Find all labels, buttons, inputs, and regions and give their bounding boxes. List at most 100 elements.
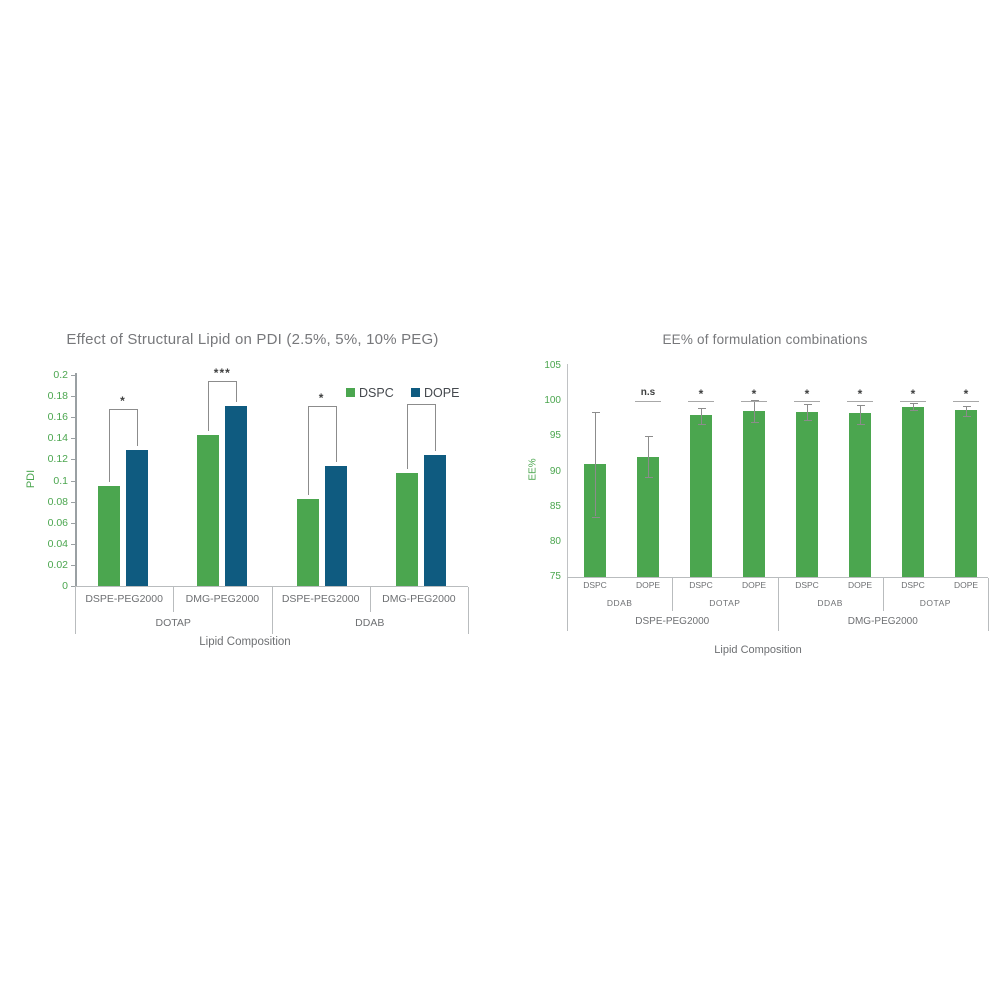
ee-peg-label: DMG-PEG2000 — [847, 616, 918, 627]
significance-bracket — [307, 405, 309, 496]
pdi-bar-dope — [423, 455, 446, 586]
pdi-bar-dope — [324, 465, 347, 586]
ee-bar — [637, 457, 659, 577]
ee-y-axis-line — [567, 364, 568, 577]
error-bar — [966, 406, 967, 416]
significance-label: * — [698, 387, 704, 401]
ee-bar-label: DSPC — [795, 580, 819, 590]
pdi-y-tick-label: 0.16 — [47, 411, 68, 424]
significance-bracket — [137, 408, 138, 446]
ee-bar-label: DOPE — [953, 580, 979, 590]
ee-bar-label: DSPC — [901, 580, 925, 590]
ee-bar-label: DSPC — [689, 580, 713, 590]
error-bar-cap — [909, 403, 918, 405]
significance-bracket — [208, 380, 210, 432]
error-bar-cap — [962, 406, 971, 408]
error-bar-cap — [697, 423, 706, 425]
ee-chart-title: EE% of formulation combinations — [662, 332, 868, 347]
pdi-y-tick-label: 0.2 — [53, 369, 68, 381]
error-bar — [754, 400, 755, 422]
pdi-y-axis-line — [75, 373, 77, 586]
ee-category-separator — [988, 578, 989, 631]
pdi-subgroup-label: DMG-PEG2000 — [382, 593, 456, 605]
ee-y-tick-label: 105 — [544, 360, 561, 371]
legend-label-dope: DOPE — [424, 386, 460, 400]
error-bar-cap — [591, 412, 600, 414]
ee-bar-label: DOPE — [635, 580, 661, 590]
ee-bar-label: DOPE — [741, 580, 767, 590]
error-bar-cap — [803, 420, 812, 422]
significance-label: * — [857, 387, 863, 401]
ee-y-tick-label: 90 — [549, 465, 561, 477]
ee-bar — [849, 413, 871, 577]
ee-y-tick-label: 85 — [549, 500, 561, 512]
ee-group-label: DDAB — [606, 598, 633, 608]
pdi-subgroup-label: DSPE-PEG2000 — [281, 593, 360, 605]
ee-group-label: DDAB — [817, 598, 843, 608]
ee-category-separator — [777, 578, 779, 631]
error-bar-cap — [856, 423, 865, 425]
significance-line — [635, 401, 661, 402]
pdi-category-separator — [468, 587, 469, 634]
pdi-category-separator — [369, 587, 371, 612]
pdi-chart-title: Effect of Structural Lipid on PDI (2.5%,… — [66, 331, 439, 348]
pdi-subgroup-label: DSPE-PEG2000 — [85, 593, 163, 605]
significance-label: * — [751, 387, 757, 401]
pdi-group-label: DOTAP — [155, 617, 191, 629]
significance-label: * — [963, 387, 969, 401]
ee-bar — [690, 415, 712, 577]
error-bar-cap — [750, 400, 759, 402]
significance-label: * — [318, 390, 325, 405]
pdi-y-tick-label: 0 — [62, 580, 68, 592]
error-bar-cap — [591, 516, 600, 518]
ee-y-tick-label: 75 — [549, 571, 561, 582]
pdi-x-axis-line — [75, 586, 468, 587]
error-bar — [807, 403, 808, 421]
error-bar — [860, 404, 861, 424]
significance-bracket — [434, 404, 436, 452]
significance-line — [847, 401, 873, 402]
error-bar — [595, 412, 596, 517]
significance-label: * — [804, 387, 810, 401]
ee-y-tick-label: 100 — [544, 395, 561, 407]
significance-line — [688, 401, 714, 402]
pdi-y-tick-label: 0.12 — [47, 453, 68, 466]
legend-label-dspc: DSPC — [359, 386, 394, 400]
significance-label: * — [120, 393, 126, 408]
significance-label: n.s — [640, 387, 656, 398]
ee-y-tick-label: 80 — [549, 535, 561, 547]
pdi-y-tick-label: 0.02 — [47, 558, 68, 571]
pdi-y-tick-label: 0.04 — [47, 537, 68, 550]
error-bar — [648, 436, 649, 478]
pdi-y-tick-label: 0.1 — [53, 474, 68, 487]
ee-x-axis-label: Lipid Composition — [714, 644, 802, 656]
significance-bracket — [109, 408, 110, 482]
pdi-bar-dspc — [296, 499, 319, 586]
pdi-y-tick-label: 0.14 — [47, 432, 68, 445]
pdi-y-tick-mark — [71, 375, 75, 376]
pdi-bar-dope — [225, 405, 248, 586]
pdi-bar-dspc — [395, 473, 418, 586]
pdi-y-tick-label: 0.18 — [47, 390, 68, 403]
pdi-category-separator — [271, 587, 273, 634]
significance-line — [900, 401, 926, 402]
legend-swatch-dope-icon — [411, 388, 420, 397]
pdi-bar-dspc — [197, 435, 220, 586]
pdi-y-tick-mark — [71, 480, 75, 482]
significance-label: * — [910, 387, 916, 401]
error-bar-cap — [750, 421, 759, 423]
ee-bar — [955, 410, 977, 577]
error-bar-cap — [697, 408, 706, 410]
significance-label: *** — [213, 365, 231, 380]
significance-bracket — [406, 404, 408, 470]
significance-bracket — [208, 380, 237, 382]
ee-x-axis-line — [567, 577, 988, 578]
ee-bar-label: DOPE — [847, 580, 873, 590]
ee-bar — [584, 464, 606, 577]
pdi-subgroup-label: DMG-PEG2000 — [185, 593, 260, 605]
ee-bar-label: DSPC — [583, 580, 607, 590]
significance-bracket — [307, 405, 336, 407]
pdi-y-tick-mark — [71, 459, 75, 461]
ee-category-separator — [882, 578, 884, 611]
